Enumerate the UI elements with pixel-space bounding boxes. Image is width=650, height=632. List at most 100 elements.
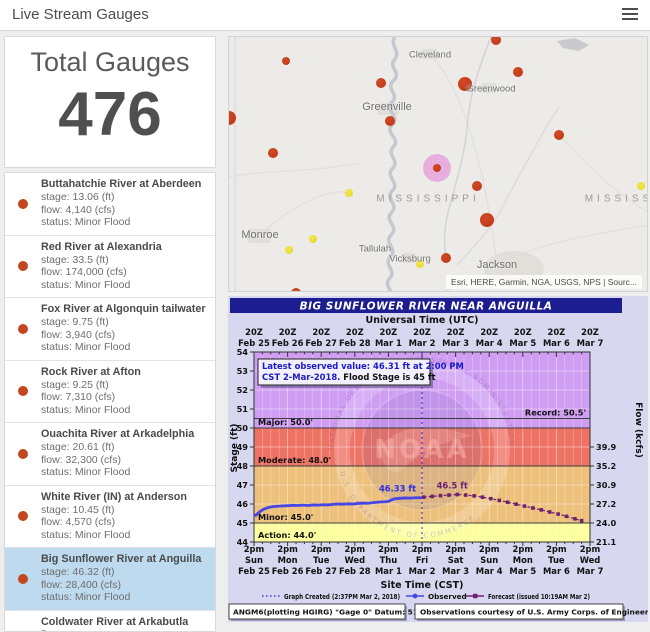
gauge-flow: flow: 174,000 (cfs)	[41, 266, 127, 278]
map-place-label: Tallulah	[358, 243, 392, 255]
gauge-map-marker[interactable]	[491, 37, 501, 45]
svg-text:20Z: 20Z	[279, 327, 297, 337]
map-state-label: MISSISS	[584, 193, 648, 205]
svg-text:2pm: 2pm	[546, 544, 567, 554]
gauge-map-marker[interactable]	[554, 130, 564, 140]
map-panel[interactable]: Cleveland Greenwood Greenville Monroe Tallul…	[228, 36, 648, 292]
gauge-status-dot	[18, 448, 28, 459]
svg-text:20Z: 20Z	[480, 327, 498, 337]
svg-text:Mar 1: Mar 1	[375, 338, 402, 348]
gauge-map-marker[interactable]	[345, 189, 353, 197]
svg-text:47: 47	[237, 480, 249, 490]
gauge-flow: flow: 32,300 (cfs)	[41, 453, 121, 466]
gauge-stage: stage: 46.32 (ft)	[41, 566, 115, 578]
gauge-map-marker[interactable]	[441, 253, 451, 263]
map-place-label: Greenville	[362, 101, 412, 113]
svg-text:Feb 27: Feb 27	[305, 338, 337, 348]
svg-text:Feb 27: Feb 27	[305, 566, 337, 576]
gauge-list[interactable]: Buttahatchie River at Aberdeen stage: 13.…	[4, 172, 216, 632]
svg-text:Mon: Mon	[513, 555, 533, 565]
gauge-list-item[interactable]: White River (IN) at Anderson stage: 10.45…	[5, 486, 215, 548]
gauge-stage: stage: 13.06 (ft)	[41, 191, 115, 203]
gauge-map-marker[interactable]	[285, 246, 293, 254]
svg-text:Mar 5: Mar 5	[509, 338, 536, 348]
gauge-list-item[interactable]: Ouachita River at Arkadelphia stage: 20.6…	[5, 423, 215, 486]
svg-text:Mar 5: Mar 5	[509, 566, 536, 576]
gauge-stage: stage: 9.75 (ft)	[41, 316, 109, 328]
gauge-map-marker[interactable]	[309, 235, 317, 243]
gauge-status: status: Minor Flood	[41, 403, 131, 416]
gauge-map-marker[interactable]	[433, 164, 441, 172]
legend-forecast: Forecast (issued 10:19AM Mar 2)	[488, 592, 590, 601]
map-place-label: Vicksburg	[389, 253, 431, 265]
chart-top-axis-title: Universal Time (UTC)	[366, 315, 479, 326]
observed-value-label: 46.33 ft	[379, 484, 416, 494]
gauge-list-item[interactable]: Fox River at Algonquin tailwater stage: 9…	[5, 298, 215, 361]
gauge-map-marker[interactable]	[229, 111, 236, 125]
gauge-name: Fox River at Algonquin tailwater	[41, 303, 206, 315]
svg-text:Mar 3: Mar 3	[442, 566, 469, 576]
gauge-map-marker[interactable]	[268, 148, 278, 158]
gauge-list-item[interactable]: Buttahatchie River at Aberdeen stage: 13.…	[5, 173, 215, 236]
annotation-line2: CST 2-Mar-2018. Flood Stage is 45 ft	[262, 372, 436, 382]
gauge-map-marker[interactable]	[637, 182, 645, 190]
svg-text:20Z: 20Z	[380, 327, 398, 337]
gauge-status-dot	[18, 573, 28, 584]
threshold-label: Major: 50.0'	[258, 417, 313, 427]
svg-text:2pm: 2pm	[445, 544, 466, 554]
svg-text:Tue: Tue	[548, 555, 565, 565]
svg-text:2pm: 2pm	[311, 544, 332, 554]
gauge-map-marker[interactable]	[282, 57, 290, 65]
gauge-map-marker[interactable]	[480, 213, 494, 227]
gauge-list-item[interactable]: Rock River at Afton stage: 9.25 (ft) flow:…	[5, 361, 215, 423]
svg-text:2pm: 2pm	[244, 544, 265, 554]
gauge-name: Buttahatchie River at Aberdeen	[41, 178, 202, 190]
svg-text:20Z: 20Z	[346, 327, 364, 337]
svg-text:20Z: 20Z	[312, 327, 330, 337]
observed-line	[253, 496, 422, 517]
threshold-label: Moderate: 48.0'	[258, 455, 331, 465]
gauge-status: status: Minor Flood	[41, 591, 131, 603]
gauge-map-marker[interactable]	[458, 77, 472, 91]
gauge-name: Big Sunflower River at Anguilla	[41, 553, 202, 565]
gauge-status-dot	[18, 386, 28, 397]
svg-text:30.9: 30.9	[596, 480, 617, 490]
gauge-map-marker[interactable]	[385, 116, 395, 126]
app-header: Live Stream Gauges	[0, 0, 650, 31]
svg-text:Mar 4: Mar 4	[476, 338, 503, 348]
gauge-list-item[interactable]: Coldwater River at Arkabutla Damstage: 2…	[5, 611, 215, 632]
gauge-map-marker[interactable]	[291, 288, 301, 291]
gauge-list-item[interactable]: Red River at Alexandria stage: 33.5 (ft) f…	[5, 236, 215, 298]
annotation-line1: Latest observed value: 46.31 ft at 2:00 …	[262, 361, 464, 371]
svg-text:Feb 25: Feb 25	[238, 566, 270, 576]
menu-icon[interactable]	[622, 8, 638, 21]
total-gauges-value: 476	[58, 80, 162, 149]
gauge-list-item[interactable]: Big Sunflower River at Anguilla stage: 46…	[5, 548, 215, 611]
svg-text:2pm: 2pm	[412, 544, 433, 554]
gauge-status-dot	[18, 511, 28, 522]
svg-text:53: 53	[237, 366, 249, 376]
map-place-label: Cleveland	[408, 49, 452, 61]
stage-axis-title: Stage (ft)	[230, 424, 240, 473]
gauge-map-marker[interactable]	[416, 260, 424, 268]
gauge-map-marker[interactable]	[513, 67, 523, 77]
gauge-flow: flow: 28,400 (cfs)	[41, 578, 121, 591]
svg-text:2pm: 2pm	[277, 544, 298, 554]
gauge-map-marker[interactable]	[472, 181, 482, 191]
svg-text:Feb 25: Feb 25	[238, 338, 270, 348]
svg-text:2pm: 2pm	[513, 544, 534, 554]
svg-text:50: 50	[237, 423, 249, 433]
svg-text:20Z: 20Z	[447, 327, 465, 337]
svg-text:Feb 28: Feb 28	[339, 338, 371, 348]
hydrograph-chart: BIG SUNFLOWER RIVER NEAR ANGUILLA Univers…	[228, 298, 648, 621]
svg-text:Feb 28: Feb 28	[339, 566, 371, 576]
svg-text:Wed: Wed	[580, 555, 601, 565]
gauge-map-marker[interactable]	[376, 78, 386, 88]
svg-text:Mar 2: Mar 2	[409, 338, 436, 348]
svg-text:2pm: 2pm	[580, 544, 601, 554]
gauge-name: White River (IN) at Anderson	[41, 490, 187, 503]
footnote-box-right	[414, 603, 624, 620]
svg-text:Thu: Thu	[380, 555, 398, 565]
app-title: Live Stream Gauges	[12, 6, 149, 23]
